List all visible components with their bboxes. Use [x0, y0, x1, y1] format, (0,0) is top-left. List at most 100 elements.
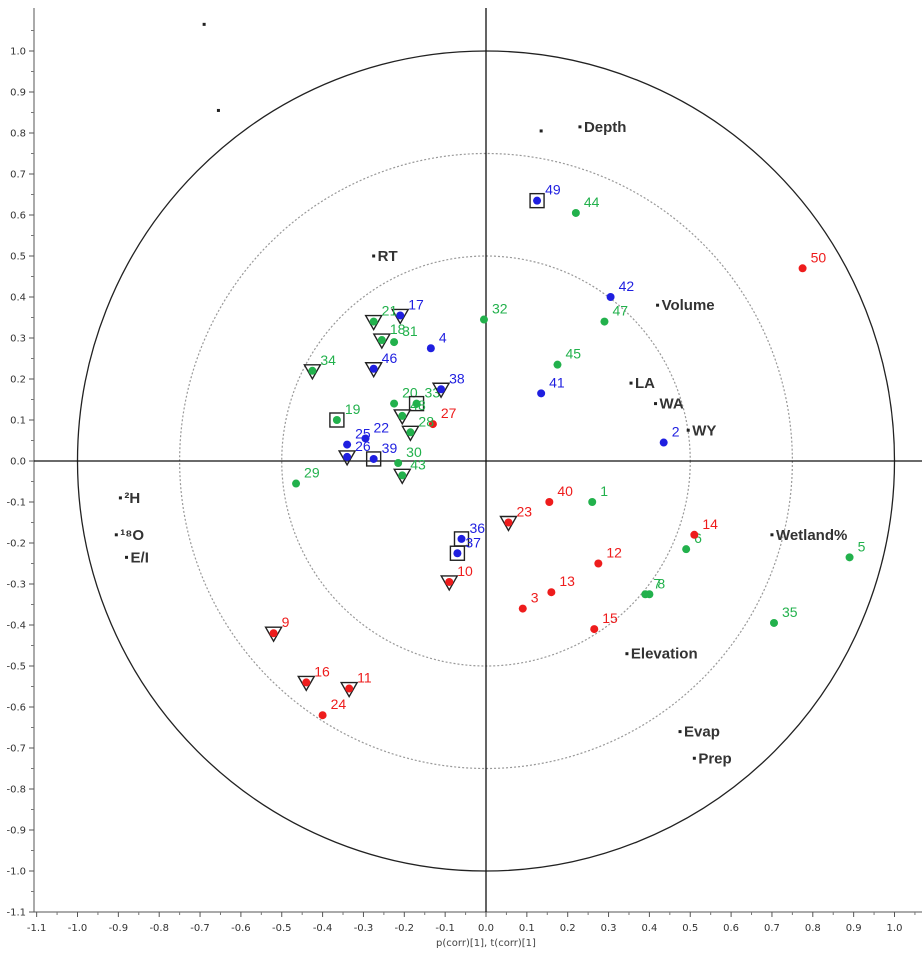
- observation-label: 47: [612, 303, 628, 319]
- variable-point: [656, 303, 660, 307]
- observation-label: 48: [410, 397, 426, 413]
- variable-point: [578, 125, 582, 129]
- observation-label: 34: [320, 352, 336, 368]
- observation-label: 46: [382, 350, 398, 366]
- triangle-marker: [303, 364, 322, 381]
- observation-label: 29: [304, 465, 320, 481]
- observation-label: 1: [600, 483, 608, 499]
- variable-loadings: Depth RT Volume LA WA WY Wetland% Elevation Evap…: [114, 22, 847, 767]
- observation-label: 36: [469, 520, 485, 536]
- observation-label: 50: [811, 249, 827, 265]
- observation-label: 21: [382, 303, 398, 319]
- observation-point: [606, 293, 615, 301]
- zero-axes: [34, 8, 922, 912]
- variable-label: LA: [635, 375, 655, 392]
- observation-point: [537, 389, 546, 398]
- variable-point: [629, 381, 633, 385]
- observation-point: [394, 459, 403, 468]
- observation-point: [332, 416, 341, 424]
- y-tick-label: 0.7: [10, 170, 26, 181]
- x-tick-label: -0.5: [272, 923, 292, 934]
- observation-label: 23: [516, 504, 532, 520]
- variable-label: ¹⁸O: [120, 527, 144, 544]
- observation-label: 32: [492, 301, 508, 317]
- observation-label: 24: [331, 696, 347, 712]
- x-tick-label: 0.7: [764, 923, 780, 934]
- observation-label: 8: [657, 575, 665, 591]
- observation-point: [406, 428, 415, 437]
- observation-point: [590, 625, 599, 634]
- triangle-marker: [393, 409, 412, 426]
- observation-point: [533, 196, 542, 205]
- observation-label: 6: [694, 530, 702, 546]
- y-tick-label: 0.5: [10, 252, 26, 263]
- x-tick-label: -0.7: [190, 923, 210, 934]
- observation-label: 16: [314, 663, 330, 679]
- observation-label: 31: [402, 323, 418, 339]
- observation-point: [845, 553, 854, 562]
- x-tick-label: 0.6: [723, 923, 739, 934]
- variable-point: [114, 533, 118, 537]
- observation-point: [600, 317, 609, 326]
- triangle-marker: [499, 515, 518, 532]
- y-tick-label: -0.1: [6, 498, 26, 509]
- observation-label: 11: [357, 670, 372, 686]
- observation-label: 30: [406, 444, 422, 460]
- variable-point: [692, 756, 696, 760]
- x-tick-label: -0.8: [149, 923, 169, 934]
- observation-label: 10: [457, 563, 473, 579]
- observation-point: [437, 385, 446, 394]
- observation-point: [345, 684, 354, 693]
- observation-point: [457, 534, 466, 543]
- triangle-marker: [372, 333, 392, 350]
- observation-label: 41: [549, 374, 565, 390]
- observation-point: [690, 530, 699, 539]
- observation-label: 49: [545, 182, 561, 198]
- unlabeled-point: [216, 108, 220, 112]
- observation-point: [453, 549, 462, 558]
- observation-point: [553, 360, 562, 369]
- variable-label: WA: [660, 396, 684, 413]
- triangle-marker: [339, 681, 359, 698]
- unlabeled-point: [202, 22, 206, 26]
- x-tick-label: -0.3: [354, 923, 374, 934]
- observation-point: [769, 618, 778, 627]
- observation-point: [343, 440, 352, 449]
- x-tick-label: -0.6: [231, 923, 251, 934]
- y-tick-label: -0.7: [6, 744, 26, 755]
- triangle-marker: [440, 575, 459, 592]
- x-tick-label: 0.3: [601, 923, 617, 934]
- y-tick-label: 0.1: [10, 416, 26, 427]
- observation-label: 43: [410, 456, 426, 472]
- observation-point: [302, 678, 311, 687]
- x-tick-label: -0.1: [435, 923, 455, 934]
- observation-label: 19: [345, 401, 361, 417]
- x-tick-label: 0.4: [641, 923, 657, 934]
- observation-point: [545, 498, 554, 506]
- observation-label: 14: [702, 516, 718, 532]
- x-tick-label: -0.2: [395, 923, 415, 934]
- observation-label: 39: [382, 440, 398, 456]
- observation-point: [318, 711, 327, 720]
- observation-label: 9: [282, 614, 290, 630]
- observation-point: [426, 344, 435, 353]
- triangle-marker: [393, 468, 412, 485]
- observation-point: [547, 588, 556, 597]
- observation-point: [504, 518, 513, 527]
- x-tick-label: 0.9: [846, 923, 862, 934]
- triangle-marker: [364, 362, 383, 379]
- variable-label: RT: [378, 248, 398, 265]
- triangle-marker: [431, 382, 451, 399]
- y-tick-label: 0.8: [10, 129, 26, 140]
- observation-point: [396, 311, 405, 320]
- y-tick-label: -0.4: [6, 621, 26, 632]
- variable-label: Volume: [662, 297, 715, 314]
- observation-point: [398, 411, 407, 420]
- variable-label: Depth: [584, 119, 627, 136]
- y-tick-label: 0.3: [10, 334, 26, 345]
- observation-point: [518, 604, 527, 613]
- observation-label: 27: [441, 405, 457, 421]
- observation-label: 26: [355, 438, 371, 454]
- triangle-marker: [264, 626, 283, 643]
